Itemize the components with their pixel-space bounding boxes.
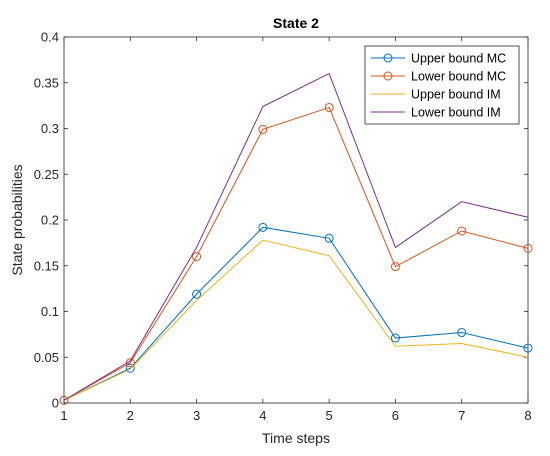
y-tick-label: 0.15	[34, 258, 59, 273]
y-tick-label: 0.25	[34, 167, 59, 182]
series-line-1	[63, 226, 529, 401]
y-tick-label: 0.1	[41, 304, 59, 319]
legend-box	[364, 45, 520, 125]
data-point	[324, 102, 334, 112]
x-tick-label: 3	[193, 408, 200, 423]
legend: Upper bound MC Lower bound MC Upper bound …	[364, 45, 520, 125]
series-line-2	[63, 106, 529, 401]
legend-marker	[383, 53, 393, 63]
x-tick-label: 6	[392, 408, 399, 423]
y-axis-label: State probabilities	[9, 164, 25, 275]
series-line-4	[63, 72, 529, 401]
x-tick-label: 7	[458, 408, 465, 423]
data-point	[457, 226, 467, 236]
legend-label: Upper bound MC	[411, 52, 506, 66]
data-point	[125, 363, 135, 373]
data-point	[258, 124, 268, 134]
y-tick-label: 0.05	[34, 350, 59, 365]
y-tick-label: 0.4	[41, 30, 59, 45]
y-tick-label: 0.3	[41, 121, 59, 136]
x-axis-label: Time steps	[262, 430, 330, 446]
x-tick-label: 5	[326, 408, 333, 423]
data-point	[324, 233, 334, 243]
x-tick-label: 4	[259, 408, 266, 423]
x-tick-label: 1	[60, 408, 67, 423]
legend-item: Lower bound IM	[371, 106, 501, 120]
data-point	[59, 395, 69, 405]
data-point	[192, 289, 202, 299]
legend-item: Upper bound MC	[371, 52, 506, 66]
data-point	[523, 343, 533, 353]
data-point	[390, 262, 400, 272]
data-point	[390, 333, 400, 343]
x-tick-label: 2	[127, 408, 134, 423]
data-point	[523, 243, 533, 253]
chart-marks: 1 2 3 4 5 6 7 8 0 0.05 0.1 0.15 0.2 0.25 0.3 0.35 0.4	[34, 30, 533, 423]
y-tick-label: 0	[52, 396, 59, 411]
legend-label: Upper bound IM	[411, 88, 501, 102]
chart-title: State 2	[273, 15, 319, 31]
data-point	[192, 252, 202, 262]
legend-item: Upper bound IM	[371, 88, 501, 102]
legend-item: Lower bound MC	[371, 70, 506, 84]
data-point	[457, 328, 467, 338]
legend-marker	[383, 71, 393, 81]
data-point	[258, 222, 268, 232]
series-line-3	[63, 239, 529, 401]
y-tick-label: 0.2	[41, 213, 59, 228]
x-tick-label: 8	[524, 408, 531, 423]
y-tick-label: 0.35	[34, 75, 59, 90]
legend-label: Lower bound IM	[411, 106, 501, 120]
legend-label: Lower bound MC	[411, 70, 506, 84]
